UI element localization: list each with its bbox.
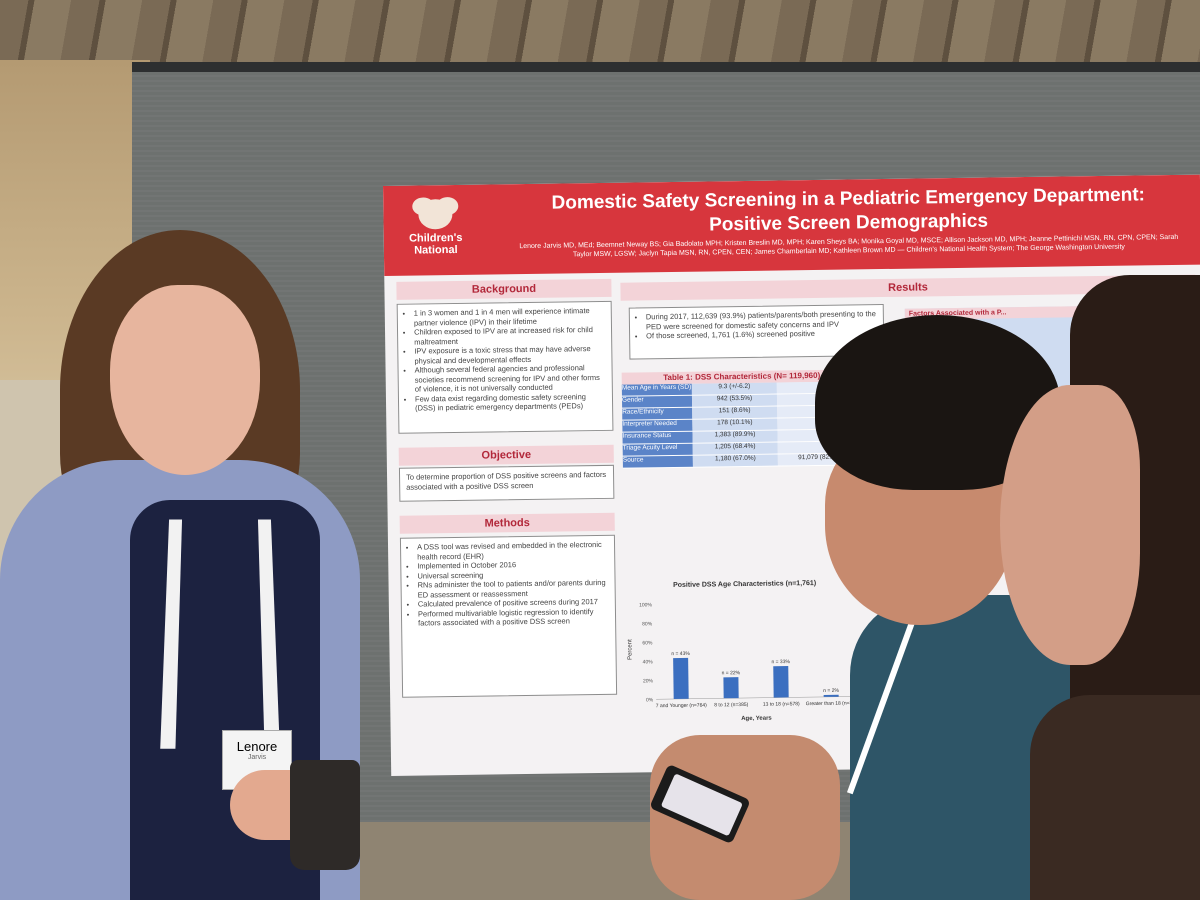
objective-box: To determine proportion of DSS positive …	[399, 465, 614, 502]
badge-name: Lenore	[237, 739, 277, 754]
childrens-national-logo: Children's National	[395, 199, 476, 250]
background-box: 1 in 3 women and 1 in 4 men will experie…	[397, 301, 614, 434]
methods-heading: Methods	[400, 513, 615, 534]
attendee-woman	[990, 275, 1200, 900]
methods-item: Performed multivariable logistic regress…	[418, 606, 609, 628]
methods-list: A DSS tool was revised and embedded in t…	[407, 540, 609, 628]
background-heading: Background	[396, 279, 611, 300]
background-item: Although several federal agencies and pr…	[415, 363, 606, 394]
background-item: Few data exist regarding domestic safety…	[415, 391, 606, 413]
presenter-woman: Lenore Jarvis	[0, 230, 390, 900]
poster-banner: Children's National Domestic Safety Scre…	[383, 175, 1200, 276]
poster-title: Domestic Safety Screening in a Pediatric…	[513, 183, 1184, 240]
attendee-woman-face	[1000, 385, 1140, 665]
bear-icon	[418, 199, 452, 229]
coffee-cup	[290, 760, 360, 870]
background-list: 1 in 3 women and 1 in 4 men will experie…	[404, 306, 606, 413]
objective-heading: Objective	[399, 445, 614, 466]
presenter-face	[110, 285, 260, 475]
badge-subname: Jarvis	[223, 754, 291, 761]
y-axis-label: Percent	[627, 639, 633, 660]
logo-text: Children's National	[409, 232, 463, 257]
attendee-woman-body	[1030, 695, 1200, 900]
presenter-lanyard	[160, 520, 280, 749]
methods-box: A DSS tool was revised and embedded in t…	[400, 535, 617, 698]
